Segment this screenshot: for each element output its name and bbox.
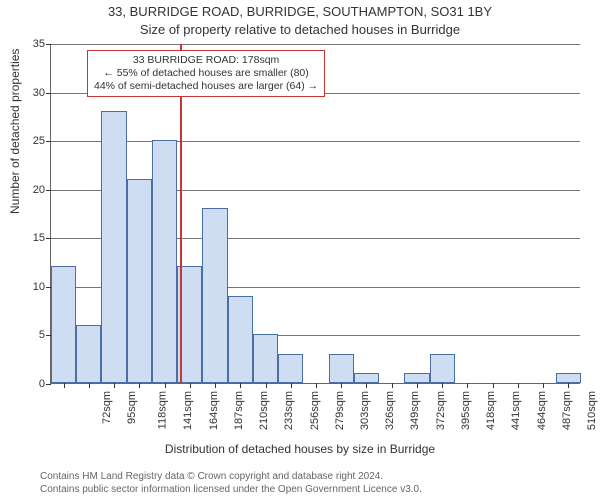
x-tick-mark <box>366 383 367 388</box>
x-tick-mark <box>316 383 317 388</box>
histogram-bar <box>127 179 152 383</box>
x-tick-label: 118sqm <box>156 391 168 429</box>
y-axis-label: Number of detached properties <box>8 49 22 214</box>
annotation-line2: ← 55% of detached houses are smaller (80… <box>94 67 318 80</box>
histogram-bar <box>76 325 101 383</box>
x-tick-label: 164sqm <box>208 391 220 430</box>
x-tick-mark <box>543 383 544 388</box>
x-tick-label: 95sqm <box>126 391 138 424</box>
x-tick-label: 326sqm <box>384 391 396 430</box>
gridline <box>51 44 580 45</box>
x-tick-mark <box>266 383 267 388</box>
x-tick-mark <box>341 383 342 388</box>
x-tick-mark <box>493 383 494 388</box>
histogram-bar <box>278 354 303 383</box>
footer: Contains HM Land Registry data © Crown c… <box>40 471 422 496</box>
x-tick-mark <box>64 383 65 388</box>
y-tick-mark <box>46 238 51 239</box>
x-tick-label: 441sqm <box>511 391 523 430</box>
histogram-bar <box>556 373 581 383</box>
histogram-bar <box>329 354 354 383</box>
x-tick-mark <box>568 383 569 388</box>
histogram-bar <box>253 334 278 383</box>
annotation-line1: 33 BURRIDGE ROAD: 178sqm <box>94 54 318 67</box>
histogram-bar <box>228 296 253 383</box>
x-tick-label: 233sqm <box>283 391 295 430</box>
y-tick-mark <box>46 44 51 45</box>
annotation-box: 33 BURRIDGE ROAD: 178sqm ← 55% of detach… <box>87 50 325 97</box>
x-tick-mark <box>114 383 115 388</box>
y-tick-mark <box>46 190 51 191</box>
x-tick-label: 510sqm <box>586 391 598 430</box>
x-tick-label: 279sqm <box>334 391 346 430</box>
x-tick-mark <box>417 383 418 388</box>
x-tick-label: 487sqm <box>561 391 573 430</box>
x-axis-label: Distribution of detached houses by size … <box>0 442 600 456</box>
x-tick-label: 210sqm <box>258 391 270 430</box>
x-tick-mark <box>291 383 292 388</box>
x-tick-label: 395sqm <box>460 391 472 430</box>
x-tick-mark <box>89 383 90 388</box>
histogram-bar <box>202 208 227 383</box>
x-tick-label: 141sqm <box>182 391 194 430</box>
y-tick-mark <box>46 141 51 142</box>
x-tick-label: 372sqm <box>435 391 447 430</box>
chart-container: 33, BURRIDGE ROAD, BURRIDGE, SOUTHAMPTON… <box>0 0 600 500</box>
y-tick-mark <box>46 93 51 94</box>
footer-line2: Contains public sector information licen… <box>40 484 422 497</box>
x-tick-mark <box>442 383 443 388</box>
x-tick-mark <box>240 383 241 388</box>
x-tick-label: 187sqm <box>233 391 245 430</box>
x-tick-label: 72sqm <box>101 391 113 424</box>
histogram-bar <box>101 111 126 383</box>
chart-title-line1: 33, BURRIDGE ROAD, BURRIDGE, SOUTHAMPTON… <box>0 4 600 19</box>
x-tick-mark <box>215 383 216 388</box>
y-tick-mark <box>46 384 51 385</box>
histogram-bar <box>430 354 455 383</box>
histogram-bar <box>51 266 76 383</box>
x-tick-mark <box>467 383 468 388</box>
histogram-bar <box>354 373 379 383</box>
histogram-bar <box>152 140 177 383</box>
annotation-line3: 44% of semi-detached houses are larger (… <box>94 80 318 93</box>
chart-title-line2: Size of property relative to detached ho… <box>0 22 600 37</box>
x-tick-label: 418sqm <box>485 391 497 430</box>
x-tick-label: 303sqm <box>359 391 371 430</box>
x-tick-mark <box>392 383 393 388</box>
x-tick-label: 349sqm <box>410 391 422 430</box>
x-tick-mark <box>165 383 166 388</box>
x-tick-label: 464sqm <box>536 391 548 430</box>
x-tick-mark <box>518 383 519 388</box>
x-tick-mark <box>190 383 191 388</box>
plot-area: 0510152025303572sqm95sqm118sqm141sqm164s… <box>50 44 580 384</box>
x-tick-mark <box>139 383 140 388</box>
footer-line1: Contains HM Land Registry data © Crown c… <box>40 471 422 484</box>
x-tick-label: 256sqm <box>309 391 321 430</box>
gridline <box>51 141 580 142</box>
histogram-bar <box>404 373 429 383</box>
